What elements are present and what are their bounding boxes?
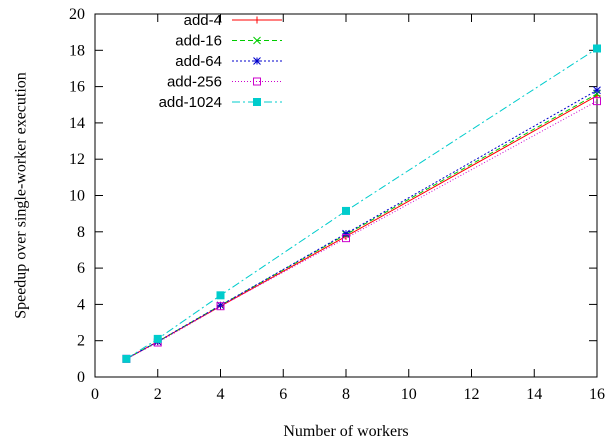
legend-marker [253, 16, 261, 24]
data-point [342, 234, 350, 243]
y-tick-label: 16 [69, 79, 85, 96]
x-tick-label: 16 [589, 386, 605, 403]
legend-marker [253, 77, 261, 86]
x-tick-label: 14 [526, 386, 542, 403]
data-point [593, 97, 601, 106]
series-add-16 [122, 90, 601, 363]
x-tick-label: 4 [217, 386, 225, 403]
data-point [593, 86, 601, 95]
x-tick-label: 10 [401, 386, 417, 403]
y-tick-label: 12 [69, 151, 85, 168]
legend-entry: add-1024 [159, 94, 282, 111]
y-axis-title: Speedup over single-worker execution [13, 72, 30, 319]
data-point [122, 354, 131, 363]
data-point [216, 302, 225, 311]
y-tick-label: 14 [69, 115, 85, 132]
x-tick-label: 0 [91, 386, 99, 403]
y-tick-label: 0 [77, 369, 85, 386]
legend-marker [253, 98, 261, 106]
x-tick-label: 2 [154, 386, 162, 403]
x-tick-label: 6 [279, 386, 287, 403]
y-tick-label: 6 [77, 260, 85, 277]
y-tick-label: 20 [69, 6, 85, 23]
data-point [153, 334, 162, 343]
legend-label: add-256 [167, 74, 222, 91]
legend-label: add-64 [175, 53, 222, 70]
legend-entry: add-64 [175, 53, 282, 70]
series-line [126, 100, 598, 360]
legend-entry: add-4 [184, 12, 282, 29]
data-point [593, 44, 601, 53]
y-tick-label: 10 [69, 188, 85, 205]
legend: add-4 add-16 add-64 add-256 add-1024 [159, 12, 282, 111]
series-add-256 [122, 97, 601, 363]
legend-label: add-16 [175, 33, 222, 50]
y-tick-label: 8 [77, 224, 85, 241]
legend-entry: add-256 [167, 74, 282, 91]
y-tick-label: 18 [69, 42, 85, 59]
x-tick-label: 12 [464, 386, 480, 403]
series-group [122, 44, 601, 363]
y-tick-label: 4 [77, 296, 85, 313]
legend-label: add-1024 [159, 94, 222, 111]
legend-marker [253, 57, 261, 65]
series-line [126, 89, 598, 360]
plot-area [94, 13, 598, 378]
series-add-4 [122, 92, 601, 363]
data-point [593, 90, 601, 98]
y-tick-label: 2 [77, 333, 85, 350]
x-tick-label: 8 [342, 386, 350, 403]
legend-entry: add-16 [175, 33, 282, 50]
data-point [216, 291, 225, 300]
x-axis-title: Number of workers [283, 423, 408, 440]
axis-ticks: 0 2 4 6 8 10 12 14 16 0 2 4 6 8 10 12 14 16 18 20 [69, 6, 605, 403]
legend-marker [253, 36, 261, 45]
series-add-1024 [122, 44, 601, 363]
data-point [342, 206, 350, 215]
legend-label: add-4 [184, 12, 222, 29]
data-point [342, 229, 350, 238]
plot-frame [94, 13, 598, 378]
